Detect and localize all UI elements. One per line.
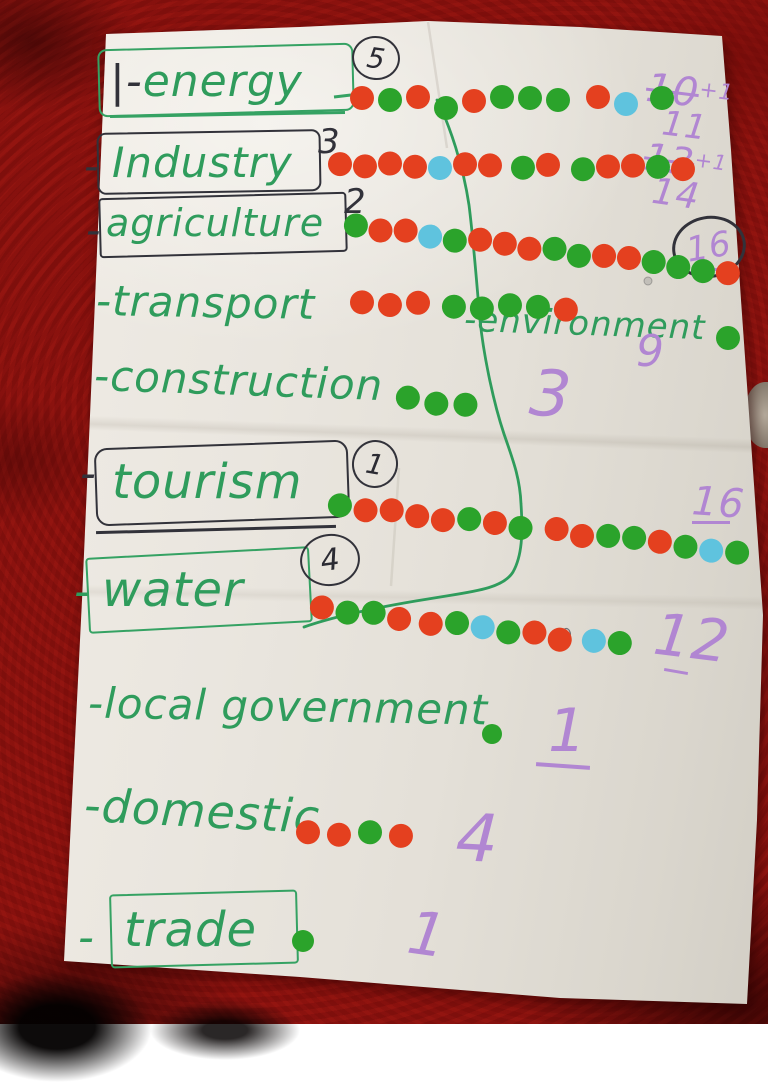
row-label-trade: trade	[124, 902, 257, 958]
green-vote-dot	[546, 88, 570, 112]
red-vote-dot	[477, 153, 503, 178]
green-vote-dot	[378, 88, 402, 112]
domestic-vote-dots	[295, 820, 414, 849]
domestic-tally: 4	[454, 798, 501, 879]
dark-shadow-bottom-center	[150, 1000, 300, 1060]
tourism-tally-underline	[692, 521, 730, 524]
red-vote-dot	[543, 515, 570, 543]
green-vote-dot	[292, 930, 314, 952]
green-vote-dot	[640, 248, 668, 276]
red-vote-dot	[586, 85, 610, 109]
red-vote-dot	[481, 509, 509, 537]
blue-vote-dot	[469, 613, 497, 641]
red-vote-dot	[466, 226, 494, 254]
row-label-construction: -construction	[93, 350, 385, 411]
green-vote-dot	[482, 724, 502, 744]
red-vote-dot	[553, 297, 579, 322]
green-vote-dot	[490, 85, 514, 109]
marker-dash: -	[74, 566, 91, 617]
green-vote-dot	[394, 384, 422, 412]
red-vote-dot	[352, 154, 378, 179]
transport-vote-dots	[349, 290, 579, 322]
red-vote-dot	[462, 89, 486, 113]
green-vote-dot	[441, 294, 467, 320]
construction-tally: 3	[526, 356, 575, 434]
green-vote-dot	[443, 609, 471, 637]
environment-tally: 9	[636, 326, 665, 377]
green-vote-dot	[451, 391, 480, 419]
green-vote-dot	[342, 212, 370, 239]
row-label-agriculture: agriculture	[106, 201, 325, 245]
red-vote-dot	[521, 619, 548, 646]
red-vote-dot	[615, 244, 643, 272]
green-vote-dot	[594, 522, 622, 550]
green-vote-dot	[620, 524, 648, 552]
red-vote-dot	[405, 290, 431, 316]
green-vote-dot	[510, 155, 536, 180]
row-label-tourism: tourism	[112, 454, 303, 510]
red-vote-dot	[377, 151, 403, 176]
energy-vote-dots	[350, 85, 674, 120]
green-vote-dot	[570, 157, 596, 182]
marker-dash: -	[87, 678, 105, 728]
red-vote-dot	[406, 85, 430, 109]
red-vote-dot	[327, 152, 353, 177]
blue-vote-dot	[580, 627, 608, 655]
red-vote-dot	[646, 528, 674, 556]
green-vote-dot	[360, 599, 388, 627]
red-vote-dot	[350, 86, 374, 110]
red-vote-dot	[535, 152, 561, 178]
green-vote-dot	[541, 235, 568, 263]
industry-vote-dots	[327, 151, 696, 182]
pen-dash-mark: -	[80, 448, 97, 499]
green-vote-dot	[357, 820, 383, 845]
blue-vote-dot	[614, 92, 638, 116]
green-vote-dot	[518, 86, 542, 110]
pen-bar-mark: |	[110, 56, 126, 107]
row-label-energy: |-energy	[110, 56, 303, 107]
red-vote-dot	[308, 594, 336, 621]
marker-dash: -	[78, 912, 95, 963]
marker-dash: -	[95, 276, 113, 326]
green-vote-dot	[434, 96, 458, 120]
green-vote-dot	[716, 326, 740, 350]
marker-dash: -	[93, 350, 112, 401]
row-label-local-government: -local government	[87, 678, 489, 735]
red-vote-dot	[295, 820, 321, 845]
green-vote-dot	[650, 86, 674, 110]
green-vote-dot	[525, 294, 551, 320]
local-government-tally: 1	[548, 696, 588, 766]
row-label-industry: Industry	[112, 138, 293, 187]
red-vote-dot	[620, 153, 646, 178]
red-vote-dot	[452, 152, 478, 177]
local-government-vote-dots	[482, 724, 502, 744]
trade-vote-dots	[292, 930, 314, 952]
green-vote-dot	[645, 154, 671, 179]
red-vote-dot	[349, 290, 375, 315]
red-vote-dot	[402, 154, 428, 179]
pen-dash-mark: -	[86, 208, 102, 254]
green-vote-dot	[326, 492, 354, 519]
row-label-water: water	[102, 562, 244, 618]
row-label-transport: -transport	[95, 276, 316, 329]
green-vote-dot	[497, 292, 523, 318]
red-vote-dot	[377, 292, 403, 318]
red-vote-dot	[595, 154, 621, 179]
red-vote-dot	[392, 217, 420, 244]
blue-vote-dot	[427, 155, 453, 181]
red-vote-dot	[590, 242, 618, 270]
pen-dash-mark: -	[84, 144, 100, 190]
water-tally: 12	[650, 599, 734, 677]
red-vote-dot	[378, 496, 405, 524]
green-vote-dot	[469, 296, 495, 321]
green-vote-dot	[606, 629, 634, 657]
green-vote-dot	[455, 505, 483, 533]
red-vote-dot	[670, 156, 696, 182]
pen-dash-mark: -	[125, 56, 143, 107]
red-vote-dot	[388, 823, 414, 849]
red-vote-dot	[326, 822, 352, 847]
red-vote-dot	[491, 230, 519, 258]
environment-vote-dots	[716, 326, 740, 350]
